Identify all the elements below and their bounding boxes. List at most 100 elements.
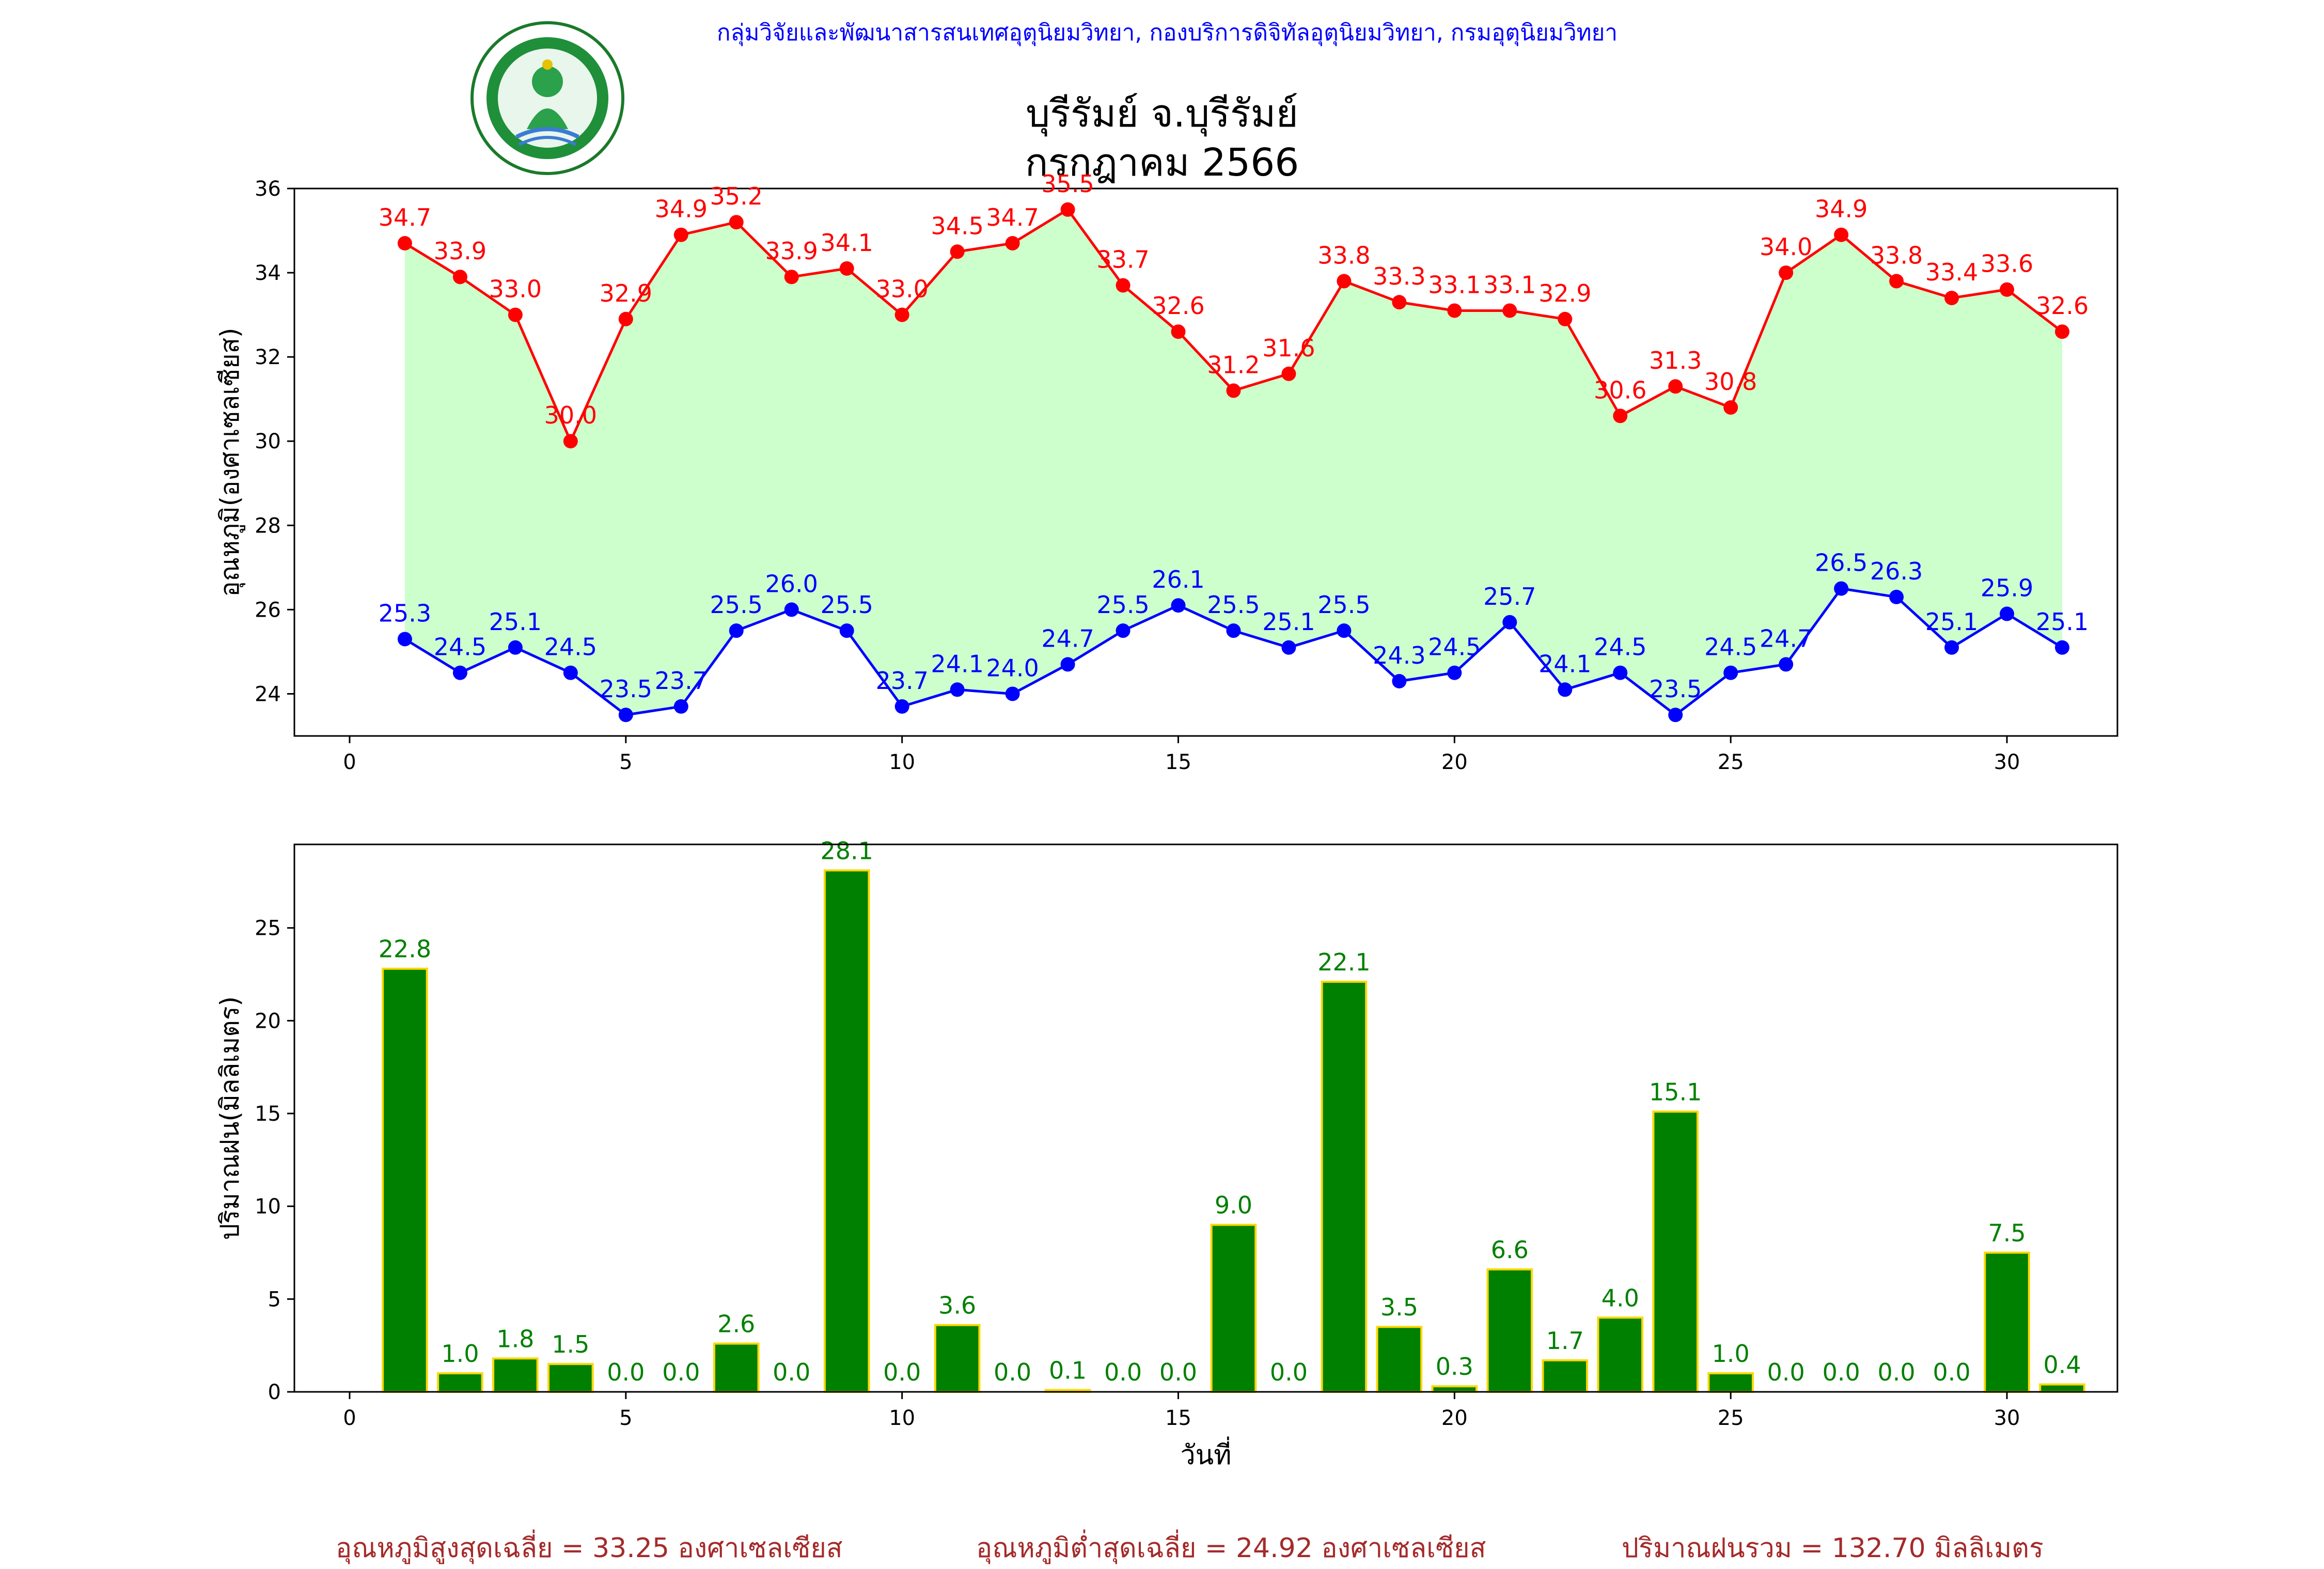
max-temperature-label: 32.9 (600, 279, 652, 307)
rain-value-label: 1.0 (441, 1340, 479, 1368)
rain-value-label: 9.0 (1215, 1191, 1252, 1219)
min-temperature-point (950, 682, 965, 697)
rain-value-label: 3.5 (1380, 1293, 1418, 1321)
x-tick-label: 20 (1441, 750, 1468, 774)
rain-bar (1376, 1326, 1423, 1393)
max-temperature-label: 34.9 (1815, 195, 1867, 223)
rain-bar (492, 1357, 539, 1393)
min-temperature-point (673, 699, 688, 714)
max-temperature-label: 33.8 (1870, 241, 1923, 269)
x-tick-label: 25 (1718, 750, 1744, 774)
max-temperature-point (618, 311, 633, 326)
min-temperature-label: 24.5 (1594, 633, 1646, 661)
max-temperature-label: 33.1 (1483, 271, 1536, 299)
rain-bar (1707, 1372, 1754, 1393)
min-temperature-label: 25.5 (1096, 591, 1149, 619)
y-tick-label: 28 (255, 514, 281, 538)
max-temperature-label: 32.9 (1538, 279, 1591, 307)
min-temperature-label: 25.5 (1207, 591, 1260, 619)
rain-value-label: 6.6 (1491, 1236, 1529, 1264)
max-temperature-point (1502, 303, 1517, 318)
max-temperature-point (397, 236, 412, 250)
max-temperature-label: 34.1 (820, 229, 873, 257)
rain-bar (934, 1324, 981, 1393)
x-tick-label: 25 (1718, 1406, 1744, 1430)
department-logo (470, 21, 624, 175)
x-tick-label: 15 (1165, 750, 1191, 774)
max-temperature-label: 33.9 (434, 237, 486, 265)
y-tick-label: 20 (255, 1009, 281, 1033)
min-temperature-point (1723, 665, 1738, 680)
x-tick-label: 10 (889, 1406, 915, 1430)
min-temperature-label: 25.1 (2036, 608, 2089, 636)
min-temperature-point (784, 602, 799, 617)
min-temperature-point (1171, 598, 1186, 613)
rain-value-label: 0.0 (773, 1358, 810, 1386)
rain-value-label: 0.0 (1823, 1358, 1860, 1386)
rain-value-label: 0.4 (2043, 1351, 2081, 1379)
y-tick-label: 30 (255, 430, 281, 453)
rain-bar (1652, 1110, 1699, 1393)
min-temperature-point (894, 699, 909, 714)
max-temperature-label: 34.7 (986, 203, 1039, 231)
min-temperature-point (1944, 640, 1959, 655)
rain-value-label: 0.0 (1159, 1358, 1197, 1386)
min-temperature-point (839, 623, 854, 638)
max-temperature-point (1116, 278, 1130, 293)
rain-value-label: 2.6 (717, 1310, 755, 1338)
max-temperature-label: 30.8 (1704, 368, 1757, 396)
y-tick-label: 15 (255, 1102, 281, 1126)
rain-value-label: 0.3 (1436, 1353, 1473, 1380)
max-temperature-label: 33.1 (1428, 271, 1481, 299)
y-tick-label: 0 (268, 1380, 281, 1404)
rain-value-label: 0.1 (1049, 1356, 1087, 1384)
rain-value-label: 0.0 (1767, 1358, 1805, 1386)
rain-bar (1542, 1359, 1589, 1393)
min-temperature-point (452, 665, 467, 680)
max-temperature-point (1613, 409, 1628, 423)
x-tick-label: 5 (619, 1406, 632, 1430)
min-temperature-point (1502, 615, 1517, 630)
x-tick-label: 10 (889, 750, 915, 774)
rain-value-label: 0.0 (662, 1358, 700, 1386)
rain-value-label: 0.0 (994, 1358, 1031, 1386)
max-temperature-point (2000, 282, 2015, 297)
x-tick-label: 15 (1165, 1406, 1191, 1430)
min-temperature-point (1779, 657, 1794, 672)
min-temperature-point (1447, 665, 1462, 680)
summary-total-rain: ปริมาณฝนรวม = 132.70 มิลลิเมตร (1622, 1533, 2044, 1564)
rain-value-label: 0.0 (883, 1358, 921, 1386)
y-tick-label: 32 (255, 346, 281, 369)
max-temperature-point (1171, 324, 1186, 339)
min-temperature-point (1281, 640, 1296, 655)
rain-bar (1431, 1385, 1478, 1393)
min-temperature-label: 25.1 (489, 608, 542, 636)
min-temperature-point (618, 708, 633, 723)
max-temperature-point (1834, 227, 1849, 242)
y-tick-label: 34 (255, 261, 281, 285)
min-temperature-point (1226, 623, 1241, 638)
max-temperature-point (673, 227, 688, 242)
min-temperature-label: 25.5 (710, 591, 763, 619)
rain-bar (2039, 1383, 2085, 1393)
max-temperature-point (1944, 291, 1959, 305)
min-temperature-point (1668, 708, 1683, 723)
min-temperature-label: 25.1 (1262, 608, 1315, 636)
min-temperature-point (1613, 665, 1628, 680)
max-temperature-point (1060, 202, 1075, 217)
temperature-range-fill (404, 209, 2063, 715)
min-temperature-label: 25.9 (1981, 574, 2033, 602)
rain-bar (1597, 1316, 1644, 1393)
rain-axis-label: ปริมาณฝน(มิลลิเมตร) (215, 996, 245, 1240)
max-temperature-point (1281, 366, 1296, 381)
min-temperature-point (1060, 657, 1075, 672)
rain-value-label: 4.0 (1601, 1284, 1639, 1312)
rain-bar (547, 1363, 594, 1393)
min-temperature-point (2055, 640, 2070, 655)
rain-value-label: 1.5 (552, 1330, 589, 1358)
min-temperature-point (1392, 674, 1407, 688)
max-temperature-point (2055, 324, 2070, 339)
min-temperature-label: 24.5 (1428, 633, 1481, 661)
max-temperature-label: 35.5 (1041, 170, 1094, 198)
